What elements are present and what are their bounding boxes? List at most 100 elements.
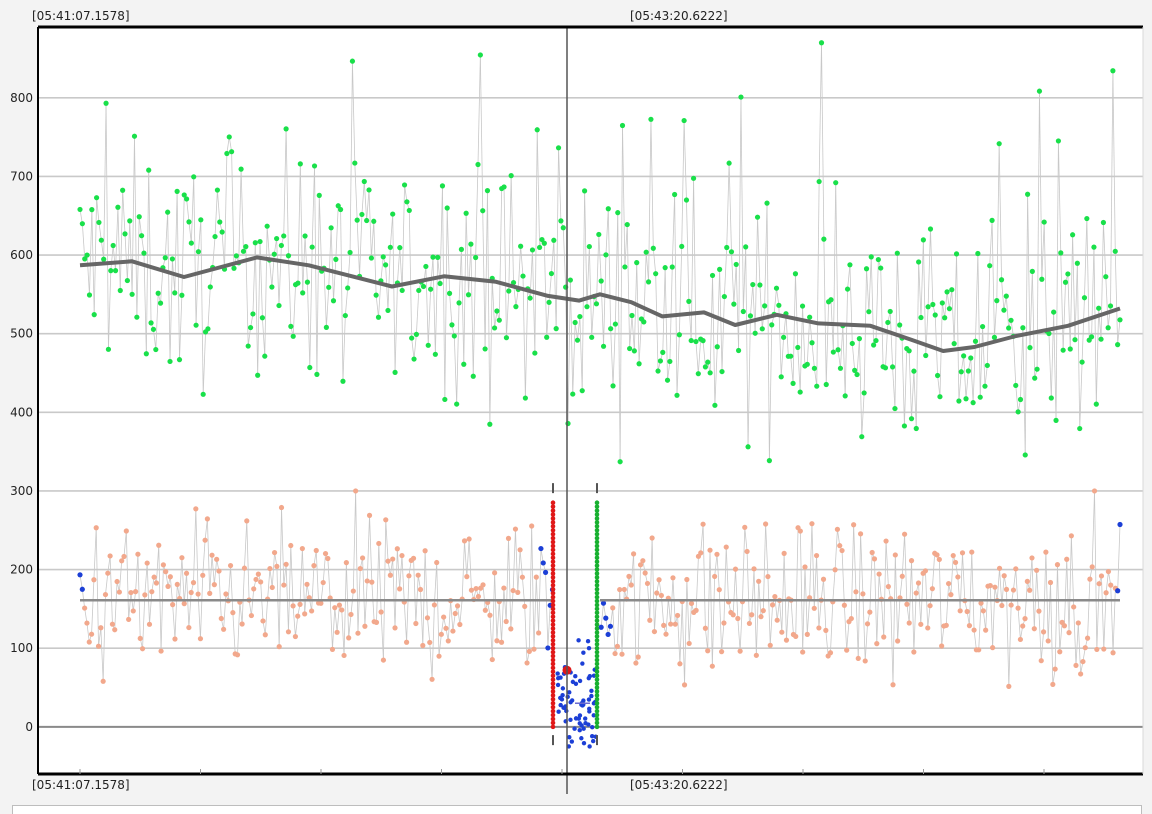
upper-point xyxy=(355,218,360,223)
left-marker-point xyxy=(551,646,556,651)
upper-point xyxy=(212,234,217,239)
cursor-point xyxy=(572,727,576,731)
lower-point xyxy=(937,557,942,562)
left-marker-point xyxy=(551,555,556,560)
lower-point xyxy=(184,571,189,576)
lower-point xyxy=(930,586,935,591)
left-marker-point xyxy=(551,548,556,553)
upper-point xyxy=(980,324,985,329)
lower-point xyxy=(633,660,638,665)
cursor-point xyxy=(586,639,590,643)
upper-point xyxy=(504,335,509,340)
lower-point xyxy=(105,571,110,576)
lower-point xyxy=(196,591,201,596)
lower-point xyxy=(392,625,397,630)
upper-point xyxy=(736,348,741,353)
upper-point xyxy=(703,364,708,369)
upper-point xyxy=(137,214,142,219)
upper-point xyxy=(677,332,682,337)
lower-point xyxy=(154,580,159,585)
upper-point xyxy=(883,365,888,370)
lower-point xyxy=(376,541,381,546)
lower-point xyxy=(758,614,763,619)
right-marker-point xyxy=(595,650,600,655)
upper-point xyxy=(916,259,921,264)
upper-point xyxy=(302,233,307,238)
lower-point xyxy=(511,588,516,593)
cursor-point xyxy=(589,689,593,693)
cursor-point xyxy=(576,638,580,642)
upper-point xyxy=(298,161,303,166)
upper-point xyxy=(144,351,149,356)
upper-point xyxy=(317,193,322,198)
cursor-point xyxy=(606,632,611,637)
upper-point xyxy=(284,126,289,131)
lower-point xyxy=(158,648,163,653)
lower-point xyxy=(754,653,759,658)
right-marker-point xyxy=(595,500,600,505)
lower-point xyxy=(281,582,286,587)
right-marker-point xyxy=(595,646,600,651)
upper-point xyxy=(833,180,838,185)
lower-point xyxy=(96,644,101,649)
lower-point xyxy=(1076,620,1081,625)
lower-point xyxy=(1071,604,1076,609)
lower-point xyxy=(615,644,620,649)
lower-point xyxy=(182,601,187,606)
upper-point xyxy=(404,199,409,204)
lower-point xyxy=(1048,580,1053,585)
upper-point xyxy=(575,338,580,343)
lower-point xyxy=(355,631,360,636)
lower-point xyxy=(135,552,140,557)
lower-point xyxy=(494,638,499,643)
right-marker-point xyxy=(595,575,600,580)
right-marker-point xyxy=(595,622,600,627)
right-marker-point xyxy=(595,713,600,718)
lower-point xyxy=(647,618,652,623)
upper-point xyxy=(1020,325,1025,330)
lower-point xyxy=(432,602,437,607)
lower-point xyxy=(999,603,1004,608)
upper-point xyxy=(94,195,99,200)
cursor-point xyxy=(556,710,560,714)
cursor-point xyxy=(582,741,586,745)
right-marker-point xyxy=(595,536,600,541)
lower-point xyxy=(381,657,386,662)
left-marker-point xyxy=(551,693,556,698)
lower-point xyxy=(1055,562,1060,567)
lower-point xyxy=(909,558,914,563)
upper-point xyxy=(366,187,371,192)
lower-point xyxy=(346,635,351,640)
upper-point xyxy=(689,338,694,343)
lower-point xyxy=(1104,590,1109,595)
upper-point xyxy=(217,219,222,224)
upper-point xyxy=(1006,325,1011,330)
plot-area[interactable] xyxy=(38,27,1143,774)
upper-point xyxy=(937,394,942,399)
upper-point xyxy=(727,161,732,166)
cursor-point xyxy=(555,671,559,675)
lower-point xyxy=(302,611,307,616)
lower-point xyxy=(1018,637,1023,642)
upper-point xyxy=(113,268,118,273)
upper-point xyxy=(580,388,585,393)
upper-point xyxy=(530,247,535,252)
left-marker-point xyxy=(551,721,556,726)
upper-point xyxy=(246,343,251,348)
upper-point xyxy=(295,281,300,286)
lower-point xyxy=(682,682,687,687)
lower-point xyxy=(147,622,152,627)
lower-point xyxy=(835,527,840,532)
lower-point xyxy=(487,613,492,618)
lower-point xyxy=(353,488,358,493)
lower-point xyxy=(1015,606,1020,611)
upper-point xyxy=(1101,220,1106,225)
lower-point xyxy=(997,566,1002,571)
lower-point xyxy=(404,640,409,645)
upper-point xyxy=(1027,345,1032,350)
right-marker-point xyxy=(595,662,600,667)
upper-point xyxy=(475,162,480,167)
lower-point xyxy=(323,551,328,556)
upper-point xyxy=(80,221,85,226)
upper-point xyxy=(229,149,234,154)
